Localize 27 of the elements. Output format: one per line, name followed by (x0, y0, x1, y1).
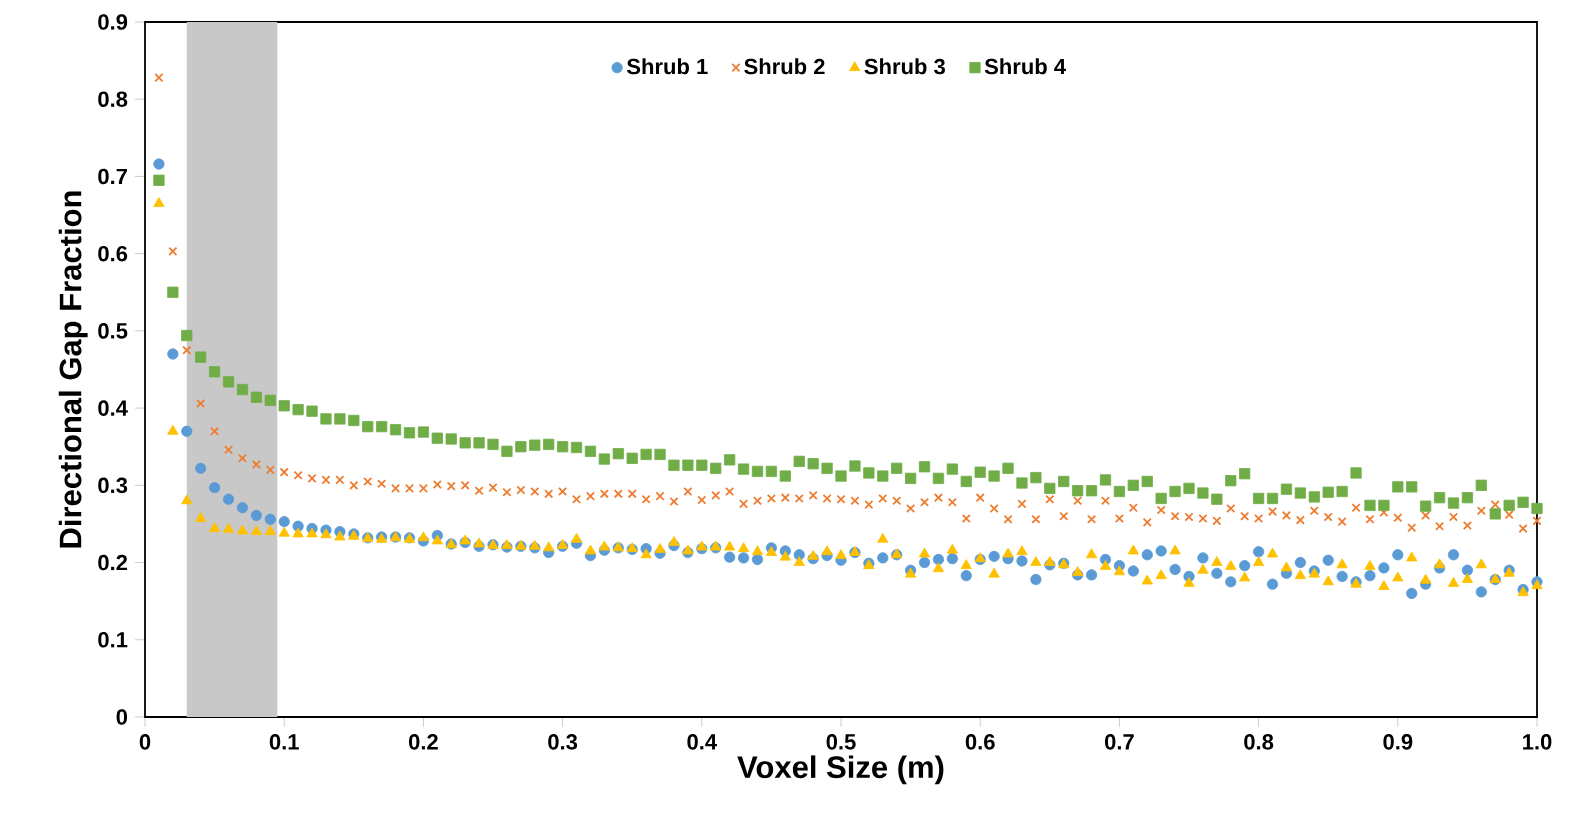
y-tick-label: 0.9 (98, 14, 128, 30)
x-tick-label: 0 (139, 734, 151, 750)
y-tick-label: 0.4 (98, 400, 128, 416)
y-tick-label: 0.5 (98, 323, 128, 339)
y-tick-label: 0.2 (98, 554, 128, 571)
y-axis-title: Directional Gap Fraction (58, 191, 88, 548)
y-tick-label: 0 (116, 709, 128, 725)
x-axis-title: Voxel Size (m) (737, 755, 944, 785)
x-tick-label: 0.4 (687, 734, 717, 750)
legend-label: Shrub 1 (626, 58, 708, 75)
legend-label: Shrub 4 (984, 58, 1066, 75)
x-tick-label: 0.7 (1104, 734, 1134, 750)
y-tick-label: 0.1 (98, 632, 128, 648)
legend-label: Shrub 2 (744, 58, 825, 75)
x-tick-label: 0.2 (408, 734, 438, 750)
x-tick-label: 0.6 (965, 734, 995, 750)
y-tick-label: 0.3 (98, 477, 128, 494)
legend-label: Shrub 3 (864, 58, 945, 75)
y-tick-label: 0.8 (98, 91, 128, 107)
x-tick-label: 1.0 (1523, 734, 1552, 750)
x-tick-label: 0.3 (548, 734, 578, 750)
x-tick-label: 0.8 (1244, 734, 1274, 750)
x-tick-label: 0.9 (1383, 734, 1413, 750)
y-tick-label: 0.6 (98, 245, 128, 262)
x-tick-label: 0.5 (826, 734, 856, 750)
y-tick-label: 0.7 (98, 168, 127, 185)
x-tick-label: 0.1 (269, 734, 299, 750)
